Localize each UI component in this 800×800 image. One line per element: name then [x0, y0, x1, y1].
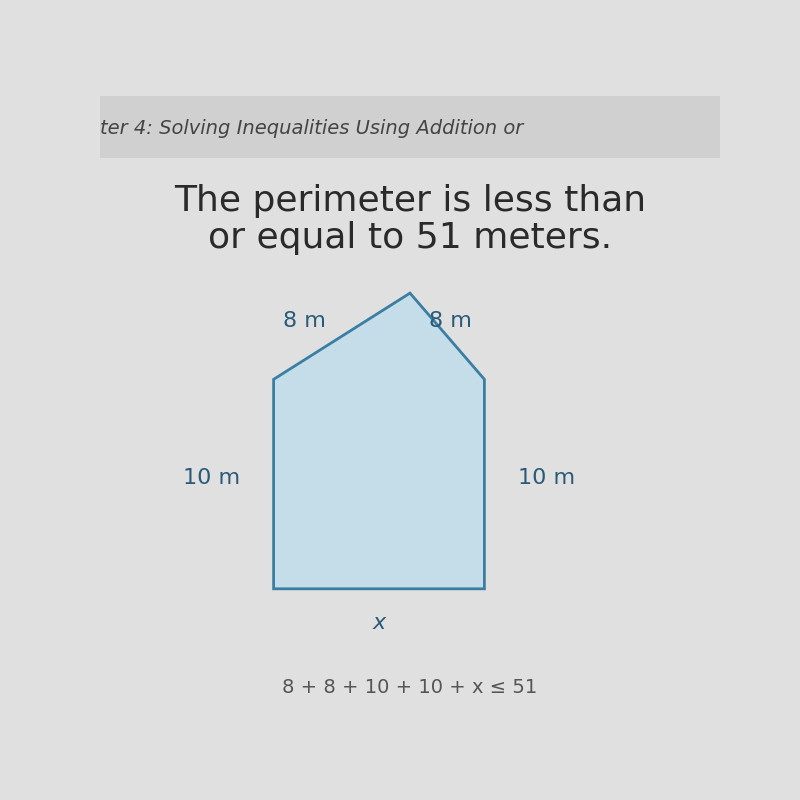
- Text: 8 m: 8 m: [429, 311, 472, 331]
- Text: 10 m: 10 m: [518, 468, 575, 488]
- Text: The perimeter is less than: The perimeter is less than: [174, 184, 646, 218]
- Text: ter 4: Solving Inequalities Using Addition or: ter 4: Solving Inequalities Using Additi…: [100, 118, 523, 138]
- Text: 8 + 8 + 10 + 10 + x ≤ 51: 8 + 8 + 10 + 10 + x ≤ 51: [282, 678, 538, 697]
- Polygon shape: [274, 293, 485, 589]
- Text: 8 m: 8 m: [283, 311, 326, 331]
- Bar: [100, 96, 720, 158]
- Text: or equal to 51 meters.: or equal to 51 meters.: [208, 221, 612, 254]
- Text: x: x: [373, 613, 386, 633]
- Text: 10 m: 10 m: [183, 468, 240, 488]
